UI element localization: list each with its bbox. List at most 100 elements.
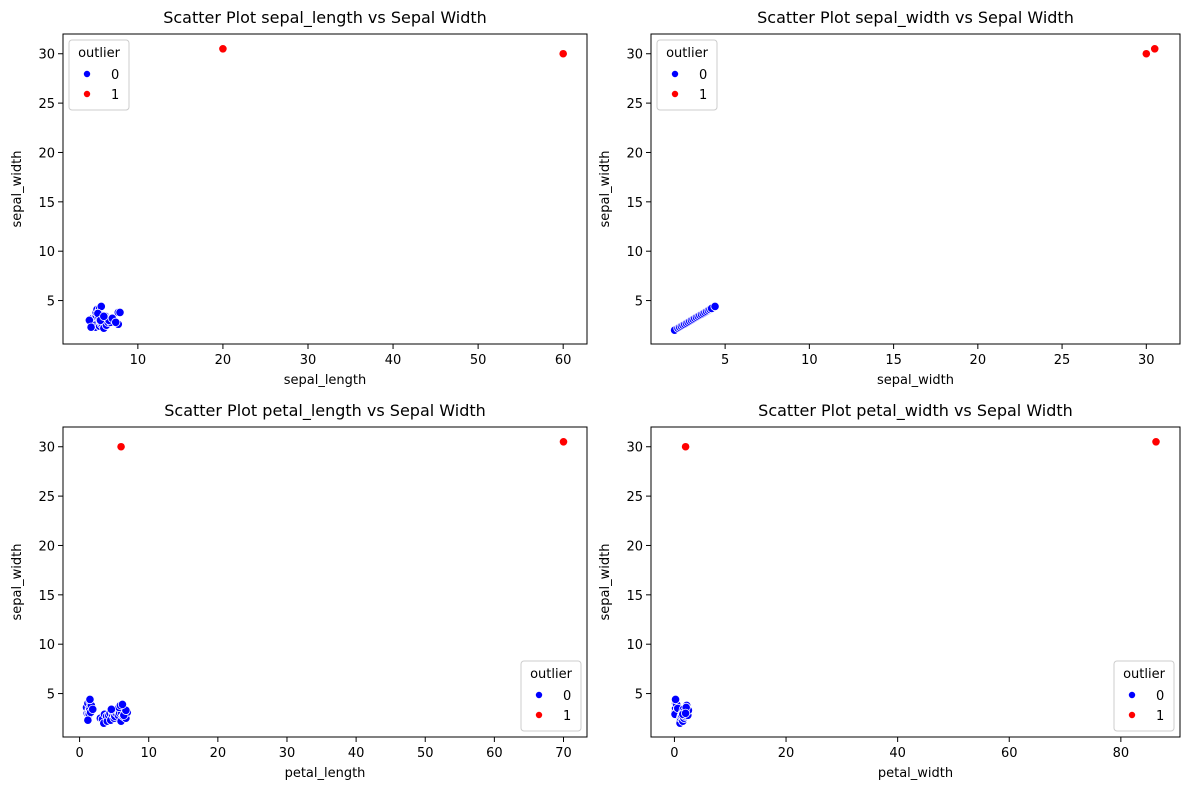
data-point-outlier-0 (83, 715, 93, 725)
legend-label: 1 (111, 88, 119, 103)
y-tick-label: 30 (38, 48, 55, 63)
x-tick-label: 60 (1001, 746, 1018, 761)
axes-frame (62, 426, 588, 738)
x-axis-label: petal_length (285, 766, 366, 781)
y-tick-label: 15 (626, 196, 643, 211)
subplot-3: Scatter Plot petal_length vs Sepal Width… (10, 401, 588, 781)
legend-title: outlier (1123, 667, 1166, 682)
subplot-2: Scatter Plot sepal_width vs Sepal Width 5… (598, 8, 1181, 388)
x-tick-label: 40 (385, 353, 402, 368)
legend-marker-1 (83, 90, 92, 99)
data-point-outlier-1 (558, 437, 569, 447)
axes-frame (650, 33, 1181, 345)
y-tick-label: 10 (38, 245, 55, 260)
y-tick-label: 25 (38, 490, 55, 505)
legend: outlier 0 1 (520, 660, 582, 732)
x-tick-label: 25 (1054, 353, 1071, 368)
chart-title: Scatter Plot sepal_width vs Sepal Width (757, 8, 1074, 28)
legend-label: 0 (699, 68, 707, 83)
x-tick-label: 0 (670, 746, 678, 761)
y-axis-label: sepal_width (598, 544, 613, 621)
y-tick-label: 15 (38, 589, 55, 604)
x-axis-label: petal_width (878, 766, 953, 781)
y-tick-label: 5 (47, 295, 55, 310)
y-tick-label: 30 (626, 441, 643, 456)
x-tick-label: 50 (417, 746, 434, 761)
data-point-outlier-0 (88, 704, 98, 714)
legend-label: 0 (111, 68, 119, 83)
legend-label: 0 (563, 689, 571, 704)
y-tick-label: 15 (38, 196, 55, 211)
legend-marker-0 (671, 70, 680, 79)
x-tick-label: 70 (555, 746, 572, 761)
legend: outlier 0 1 (1113, 660, 1175, 732)
axes-frame (62, 33, 588, 345)
y-tick-label: 10 (626, 638, 643, 653)
y-tick-label: 10 (626, 245, 643, 260)
legend-title: outlier (530, 667, 573, 682)
legend-label: 1 (1156, 709, 1164, 724)
y-tick-label: 25 (626, 490, 643, 505)
data-point-outlier-0 (85, 694, 95, 705)
y-tick-label: 20 (38, 539, 55, 554)
y-tick-label: 20 (626, 146, 643, 161)
x-tick-label: 30 (300, 353, 317, 368)
x-tick-label: 60 (486, 746, 503, 761)
x-tick-label: 20 (970, 353, 987, 368)
legend-marker-0 (535, 691, 544, 700)
legend-label: 0 (1156, 689, 1164, 704)
data-point-outlier-0 (680, 708, 691, 718)
data-point-outlier-0 (99, 311, 109, 321)
data-point-outlier-0 (670, 694, 681, 705)
y-axis-label: sepal_width (598, 151, 613, 228)
data-point-outlier-0 (86, 322, 96, 332)
x-tick-label: 30 (1138, 353, 1155, 368)
x-tick-label: 10 (801, 353, 818, 368)
data-point-outlier-0 (115, 307, 125, 318)
y-tick-label: 15 (626, 589, 643, 604)
data-point-outlier-1 (1141, 49, 1151, 59)
y-tick-label: 20 (38, 146, 55, 161)
y-tick-label: 20 (626, 539, 643, 554)
y-tick-label: 30 (626, 48, 643, 63)
x-tick-label: 10 (130, 353, 147, 368)
legend: outlier 0 1 (656, 39, 718, 111)
x-tick-label: 30 (279, 746, 296, 761)
legend-title: outlier (666, 46, 709, 61)
data-point-outlier-1 (680, 442, 691, 452)
x-tick-label: 40 (889, 746, 906, 761)
x-tick-label: 60 (555, 353, 572, 368)
legend-marker-1 (1128, 711, 1137, 720)
chart-title: Scatter Plot sepal_length vs Sepal Width (163, 8, 487, 28)
x-tick-label: 20 (210, 746, 227, 761)
x-tick-label: 80 (1113, 746, 1130, 761)
chart-title: Scatter Plot petal_width vs Sepal Width (758, 401, 1073, 421)
data-point-outlier-1 (116, 442, 126, 452)
data-point-outlier-1 (1151, 437, 1161, 447)
chart-title: Scatter Plot petal_length vs Sepal Width (164, 401, 486, 421)
legend-marker-1 (535, 711, 544, 720)
x-axis-label: sepal_width (877, 373, 954, 388)
y-tick-label: 5 (635, 295, 643, 310)
legend-marker-0 (1128, 691, 1137, 700)
legend: outlier 0 1 (68, 39, 130, 111)
legend-title: outlier (78, 46, 121, 61)
x-tick-label: 10 (140, 746, 157, 761)
axes-frame (650, 426, 1181, 738)
data-point-outlier-0 (111, 317, 121, 327)
data-point-outlier-1 (1150, 44, 1160, 54)
y-axis-label: sepal_width (10, 544, 25, 621)
y-tick-label: 5 (47, 688, 55, 703)
x-axis-label: sepal_length (284, 373, 367, 388)
data-point-outlier-1 (218, 44, 228, 54)
subplot-4: Scatter Plot petal_width vs Sepal Width 0… (598, 401, 1181, 781)
y-tick-label: 25 (626, 97, 643, 112)
legend-label: 1 (563, 709, 571, 724)
x-tick-label: 20 (215, 353, 232, 368)
y-tick-label: 25 (38, 97, 55, 112)
data-point-outlier-0 (710, 301, 720, 312)
data-point-outlier-0 (106, 704, 116, 714)
y-tick-label: 30 (38, 441, 55, 456)
x-tick-label: 15 (885, 353, 902, 368)
